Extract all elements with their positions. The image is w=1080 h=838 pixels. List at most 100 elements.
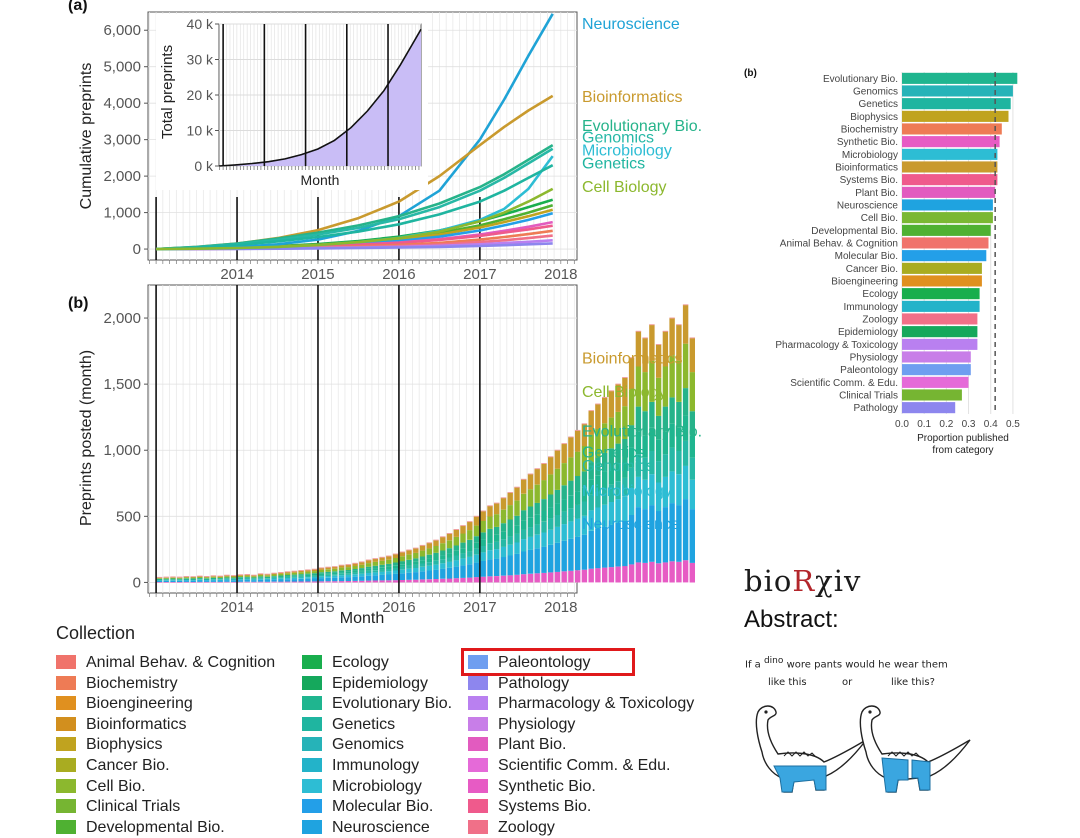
bar-segment-bioinformatics [440, 536, 446, 544]
dino-cartoon [755, 705, 971, 793]
bar-segment-genomics [386, 568, 392, 572]
bar-segment-cell-biology [534, 484, 540, 503]
bar-segment-cell-biology [210, 576, 217, 578]
proportion-bar-evolutionary-bio [902, 72, 1018, 84]
bar-segment-microbiology [359, 573, 365, 577]
bar-segment-bioinformatics [311, 569, 318, 572]
bar-segment-genetics [554, 503, 561, 515]
bar-segment-genetics [190, 579, 196, 580]
bar-segment-microbiology [419, 566, 426, 572]
bar-segment-microbiology [635, 476, 642, 507]
bar-segment-pink-group [183, 581, 190, 583]
bar-segment-evolutionary-bio [561, 485, 567, 500]
bar-segment-pink-group [689, 562, 695, 583]
proportion-bar-paleontology [902, 364, 971, 376]
bar-segment-genetics [224, 578, 230, 579]
bar-segment-cell-biology [662, 366, 669, 407]
monthly-series-label-cell-biology: Cell Biology [582, 384, 666, 401]
proportion-bar-biophysics [902, 110, 1009, 122]
bar-segment-pink-group [278, 581, 284, 583]
bar-segment-cell-biology [291, 572, 298, 575]
bar-segment-genetics [392, 565, 399, 568]
bar-segment-genetics [615, 463, 621, 482]
bar-segment-genetics [527, 517, 534, 528]
bar-segment-evolutionary-bio [622, 439, 628, 460]
bar-segment-evolutionary-bio [413, 558, 419, 562]
legend-label: Biophysics [86, 736, 163, 754]
bar-segment-genomics [197, 579, 203, 580]
bar-segment-bioinformatics [514, 487, 520, 501]
bar-segment-pink-group [318, 581, 325, 583]
bar-segment-genomics [392, 567, 399, 571]
bar-segment-evolutionary-bio [628, 425, 635, 448]
bar-segment-bioinformatics [271, 573, 277, 575]
bar-segment-neuroscience [460, 565, 466, 578]
paleontology-highlight-box [461, 648, 635, 676]
bar-segment-genomics [332, 574, 338, 576]
bar-segment-microbiology [554, 526, 561, 543]
bar-segment-neuroscience [602, 526, 608, 568]
bar-segment-genetics [210, 578, 217, 580]
bar-segment-evolutionary-bio [682, 388, 689, 416]
legend-label: Microbiology [332, 777, 422, 795]
bar-segment-neuroscience [217, 580, 223, 582]
bar-segment-bioinformatics [494, 503, 500, 515]
bar-segment-microbiology [352, 574, 358, 577]
bar-segment-cell-biology [190, 577, 196, 579]
panel-label-b: (b) [68, 295, 88, 312]
bar-segment-evolutionary-bio [264, 576, 271, 578]
bar-segment-microbiology [527, 536, 534, 550]
bar-segment-neuroscience [487, 559, 493, 577]
bar-segment-pink-group [305, 581, 311, 583]
bar-segment-neuroscience [311, 578, 318, 582]
proportion-category-label-cancer-bio: Cancer Bio. [846, 264, 898, 275]
bar-segment-genomics [278, 577, 284, 579]
bar-segment-genomics [237, 578, 244, 580]
monthly-series-label-evolutionary-bio: Evolutionary Bio. [582, 423, 702, 440]
proportion-x-tick-label: 0.1 [917, 419, 931, 430]
bar-segment-genetics [467, 545, 473, 552]
bar-segment-microbiology [446, 561, 453, 568]
bar-segment-cell-biology [595, 429, 601, 458]
proportion-bar-biochemistry [902, 123, 1002, 135]
bar-segment-genomics [581, 501, 588, 516]
bar-segment-bioinformatics [676, 324, 682, 361]
bar-segment-neuroscience [534, 548, 540, 574]
bar-segment-evolutionary-bio [332, 571, 338, 573]
bar-segment-cell-biology [352, 565, 358, 569]
legend-swatch [468, 716, 488, 731]
proportion-category-label-biophysics: Biophysics [850, 112, 898, 123]
bar-segment-microbiology [507, 544, 513, 556]
proportion-bar-genetics [902, 98, 1011, 110]
bar-segment-genetics [642, 435, 648, 458]
bar-segment-bioinformatics [325, 567, 331, 570]
bar-segment-bioinformatics [278, 572, 284, 574]
bar-segment-genomics [251, 578, 257, 580]
bar-segment-genomics [190, 579, 196, 581]
bar-segment-microbiology [561, 524, 567, 541]
bar-segment-pink-group [365, 580, 372, 583]
proportion-x-tick-label: 0.4 [984, 419, 998, 430]
bar-segment-genomics [338, 573, 345, 576]
bar-segment-genomics [345, 573, 351, 575]
bar-segment-genomics [575, 504, 581, 519]
bar-segment-cell-biology [602, 423, 608, 453]
legend-item-molecular-bio: Molecular Bio. [302, 797, 433, 817]
bar-segment-pink-group [163, 582, 169, 583]
proportion-bar-synthetic-bio [902, 136, 1000, 148]
cumulative-y-axis-label: Cumulative preprints [78, 63, 95, 210]
legend-item-immunology: Immunology [302, 756, 419, 776]
bar-segment-evolutionary-bio [352, 569, 358, 571]
proportion-category-label-zoology: Zoology [862, 315, 898, 326]
bar-segment-pink-group [426, 579, 432, 583]
bar-segment-genomics [568, 508, 574, 522]
bar-segment-genomics [399, 566, 405, 570]
bar-segment-microbiology [602, 504, 608, 527]
bar-segment-evolutionary-bio [662, 406, 669, 432]
bar-segment-cell-biology [676, 360, 682, 402]
legend-label: Pathology [498, 674, 570, 692]
bar-segment-genetics [257, 577, 264, 579]
inset-area [219, 29, 421, 166]
legend-label: Systems Bio. [498, 798, 592, 816]
bar-segment-bioinformatics [669, 318, 675, 355]
